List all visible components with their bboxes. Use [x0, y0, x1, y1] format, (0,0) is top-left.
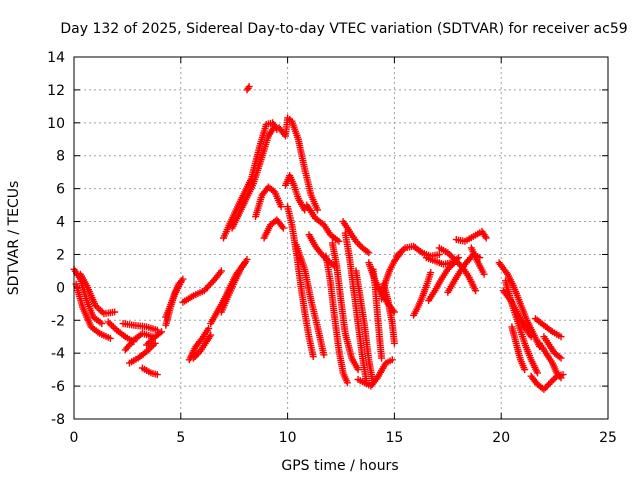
x-tick-label: 5	[176, 430, 185, 446]
data-point	[158, 328, 166, 336]
y-tick-label: 8	[56, 149, 65, 165]
data-point	[335, 237, 343, 245]
data-point	[177, 278, 185, 286]
data-point	[390, 339, 398, 347]
data-point	[435, 251, 443, 258]
data-point	[454, 259, 462, 267]
y-tick-label: 0	[56, 280, 65, 296]
y-tick-label: -6	[51, 379, 65, 395]
y-tick-label: -4	[51, 346, 65, 362]
data-point	[202, 285, 210, 293]
x-tick-label: 25	[599, 430, 617, 446]
data-point	[109, 323, 117, 331]
data-point	[217, 267, 225, 275]
y-tick-label: 4	[56, 215, 65, 231]
data-point	[445, 264, 453, 272]
data-point	[557, 374, 565, 382]
data-point	[390, 308, 398, 316]
data-point	[521, 366, 529, 374]
data-point	[278, 223, 286, 230]
data-point	[320, 351, 328, 359]
data-point	[365, 249, 373, 257]
chart-title: Day 132 of 2025, Sidereal Day-to-day VTE…	[60, 21, 627, 37]
data-point	[106, 334, 114, 342]
data-point	[546, 379, 554, 387]
x-axis: 0 5 10 15 20 25	[70, 57, 617, 446]
data-point	[244, 84, 252, 92]
data-point	[279, 224, 287, 232]
y-tick-label: -2	[51, 313, 65, 329]
data-point	[144, 339, 152, 347]
data-point	[550, 376, 557, 383]
data-point	[104, 318, 112, 326]
data-point	[472, 287, 480, 295]
data-point	[151, 339, 159, 347]
data-point	[363, 248, 371, 256]
data-point	[207, 331, 215, 339]
data-point	[318, 251, 326, 258]
data-point	[548, 377, 556, 385]
data-point	[355, 241, 363, 249]
data-point	[150, 341, 157, 349]
data-point	[95, 305, 103, 313]
data-point	[106, 320, 114, 328]
data-point	[555, 353, 563, 361]
x-tick-label: 15	[385, 430, 403, 446]
data-point	[482, 234, 490, 242]
data-point	[153, 371, 161, 379]
data-points	[70, 83, 567, 393]
data-point	[352, 237, 360, 245]
data-point	[206, 333, 214, 341]
y-tick-label: 10	[47, 116, 65, 132]
y-tick-label: -8	[51, 412, 65, 428]
data-point	[480, 270, 488, 278]
data-point	[534, 369, 541, 377]
data-point	[197, 336, 205, 344]
data-point	[277, 203, 285, 211]
data-point	[557, 354, 565, 362]
x-tick-label: 10	[279, 430, 297, 446]
data-point	[545, 380, 553, 388]
y-axis: -8 -6 -4 -2 0 2 4 6 8 10 12 14	[47, 50, 608, 428]
data-point	[190, 354, 198, 362]
data-point	[143, 341, 151, 349]
data-point	[427, 269, 435, 277]
y-axis-label: SDTVAR / TECUs	[6, 181, 22, 296]
y-tick-label: 12	[47, 83, 65, 99]
data-point	[108, 321, 116, 329]
data-point	[193, 351, 201, 359]
data-point	[449, 260, 457, 268]
data-point	[98, 308, 106, 316]
data-point	[111, 308, 119, 316]
y-tick-label: 6	[56, 182, 65, 198]
data-point	[156, 329, 164, 337]
data-point	[205, 325, 213, 332]
data-point	[208, 278, 216, 286]
data-point	[388, 356, 396, 364]
data-point	[245, 83, 253, 91]
plot-frame	[73, 56, 609, 420]
x-tick-label: 0	[70, 430, 79, 446]
data-point	[542, 384, 549, 392]
x-tick-label: 20	[492, 430, 510, 446]
data-point	[557, 333, 565, 341]
data-point	[98, 320, 106, 328]
y-tick-label: 14	[47, 50, 65, 66]
data-point	[271, 122, 279, 130]
data-point	[354, 366, 362, 374]
data-point	[243, 255, 251, 263]
x-axis-label: GPS time / hours	[281, 458, 398, 474]
data-point	[378, 354, 386, 362]
data-point	[309, 353, 317, 360]
data-point	[314, 206, 321, 214]
data-point	[481, 232, 489, 240]
data-point	[343, 379, 351, 387]
data-point	[527, 333, 535, 341]
y-tick-label: 2	[56, 247, 65, 263]
